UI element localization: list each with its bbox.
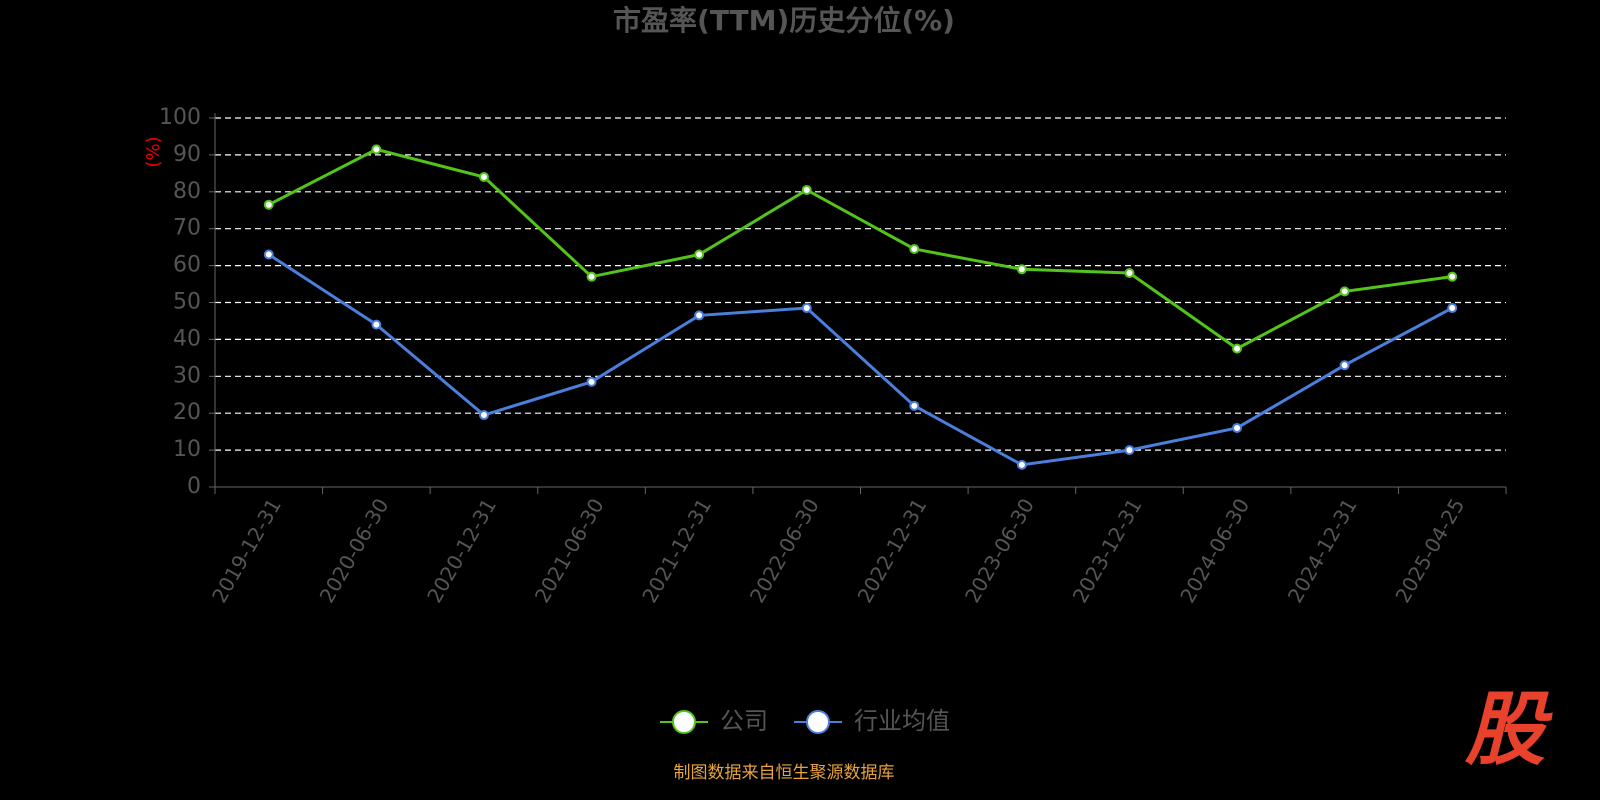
data-point — [1339, 360, 1350, 371]
data-point — [1447, 271, 1458, 282]
data-point — [1447, 303, 1458, 314]
y-tick-label: 100 — [159, 105, 201, 130]
legend-label[interactable]: 行业均值 — [854, 707, 950, 735]
legend-marker[interactable] — [672, 710, 696, 734]
y-tick-label: 30 — [173, 363, 201, 388]
y-axis-label: (%) — [143, 136, 164, 167]
series-line — [267, 253, 1453, 467]
data-point — [478, 410, 489, 421]
data-point — [1339, 286, 1350, 297]
legend-label[interactable]: 公司 — [720, 707, 768, 735]
logo: 股 — [1464, 683, 1553, 776]
data-point — [694, 249, 705, 260]
data-point — [371, 144, 382, 155]
data-point — [694, 310, 705, 321]
data-point — [586, 271, 597, 282]
data-point — [1124, 267, 1135, 278]
data-point — [1232, 343, 1243, 354]
y-tick-label: 90 — [173, 142, 201, 167]
y-tick-label: 50 — [173, 290, 201, 315]
y-tick-label: 0 — [187, 474, 201, 499]
data-point — [263, 199, 274, 210]
y-tick-label: 20 — [173, 400, 201, 425]
y-tick-label: 60 — [173, 253, 201, 278]
data-point — [478, 172, 489, 183]
data-point — [371, 319, 382, 330]
data-point — [1232, 422, 1243, 433]
chart-title: 市盈率(TTM)历史分位(%) — [613, 4, 955, 37]
data-point — [263, 249, 274, 260]
data-point — [1124, 445, 1135, 456]
y-tick-label: 70 — [173, 216, 201, 241]
data-point — [801, 184, 812, 195]
y-tick-label: 40 — [173, 326, 201, 351]
data-point — [1016, 459, 1027, 470]
legend-marker[interactable] — [806, 710, 830, 734]
series-line — [268, 147, 1453, 351]
y-tick-label: 80 — [173, 179, 201, 204]
data-point — [801, 303, 812, 314]
y-tick-label: 10 — [173, 437, 201, 462]
source-note: 制图数据来自恒生聚源数据库 — [674, 763, 895, 783]
data-point — [909, 243, 920, 254]
data-point — [1016, 264, 1027, 275]
data-point — [909, 400, 920, 411]
data-point — [586, 376, 597, 387]
